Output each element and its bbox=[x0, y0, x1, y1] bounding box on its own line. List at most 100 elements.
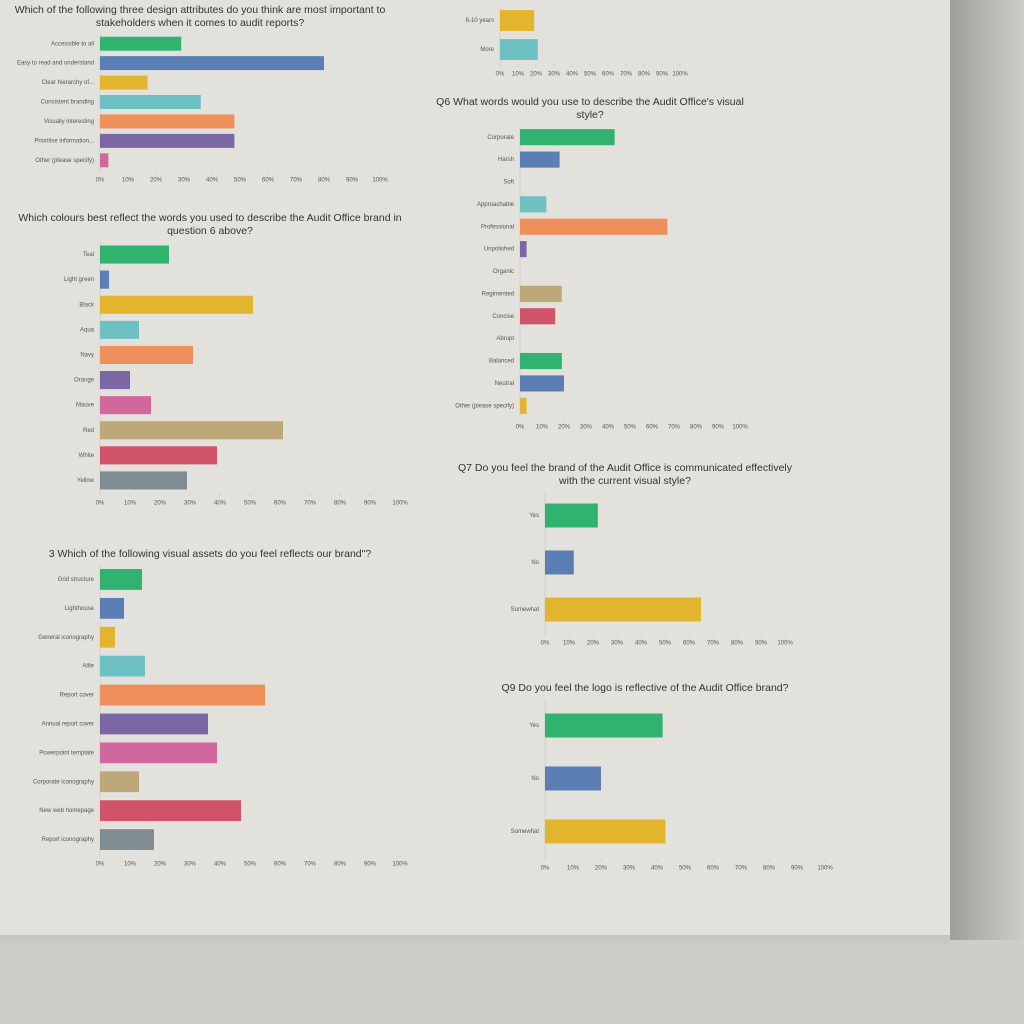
chart-panel: Which colours best reflect the words you… bbox=[0, 212, 420, 511]
bar bbox=[545, 766, 601, 791]
x-tick-label: 30% bbox=[184, 501, 197, 507]
chart-title: 3 Which of the following visual assets d… bbox=[48, 548, 372, 560]
x-tick-label: 80% bbox=[731, 641, 744, 647]
chart-plot: 0% 10% 20% 30% 40% 50% 60% 70% 80% 90% 100% Grid st… bbox=[33, 565, 408, 868]
y-tick-label: Approachable bbox=[477, 202, 515, 208]
x-tick-label: 90% bbox=[364, 862, 377, 868]
x-tick-label: 40% bbox=[635, 641, 648, 647]
x-tick-label: 70% bbox=[620, 72, 633, 78]
x-tick-label: 50% bbox=[659, 641, 672, 647]
y-tick-label: Organic bbox=[493, 269, 514, 275]
y-tick-label: 6-10 years bbox=[466, 18, 494, 24]
chart-panel: 0% 10% 20% 30% 40% 50% 60% 70% 80% 90% 100% 6-10 ye… bbox=[400, 2, 700, 82]
x-tick-label: 0% bbox=[541, 641, 550, 647]
y-tick-label: Light green bbox=[64, 277, 94, 283]
bar bbox=[100, 36, 182, 51]
y-tick-label: No bbox=[531, 560, 539, 566]
bar bbox=[100, 829, 154, 850]
x-tick-label: 50% bbox=[584, 72, 597, 78]
bar bbox=[545, 550, 574, 575]
bar bbox=[100, 396, 151, 415]
bar bbox=[100, 295, 253, 314]
y-tick-label: Powerpoint template bbox=[39, 750, 94, 756]
bar bbox=[545, 713, 663, 738]
bar bbox=[520, 375, 564, 392]
bar bbox=[100, 114, 235, 129]
bar bbox=[520, 285, 562, 302]
x-tick-label: 20% bbox=[587, 641, 600, 647]
x-tick-label: 50% bbox=[234, 178, 247, 184]
x-tick-label: 100% bbox=[372, 178, 388, 184]
chart-title: Which of the following three design attr… bbox=[14, 4, 386, 29]
x-tick-label: 20% bbox=[154, 501, 167, 507]
y-tick-label: Somewhat bbox=[511, 829, 540, 835]
y-tick-label: Accessible to all bbox=[51, 41, 94, 47]
bar bbox=[520, 241, 527, 258]
bar bbox=[100, 655, 145, 677]
y-tick-label: Visually interesting bbox=[44, 119, 94, 125]
x-tick-label: 10% bbox=[122, 178, 135, 184]
x-tick-label: 80% bbox=[763, 866, 776, 872]
chart-plot: 0% 10% 20% 30% 40% 50% 60% 70% 80% 90% 100% Yes No So… bbox=[511, 492, 793, 647]
x-tick-label: 10% bbox=[512, 72, 525, 78]
y-tick-label: Clear hierarchy of... bbox=[42, 80, 95, 86]
chart-panel: Which of the following three design attr… bbox=[0, 4, 400, 188]
x-tick-label: 80% bbox=[334, 862, 347, 868]
bar bbox=[100, 56, 324, 71]
chart-plot: 0% 10% 20% 30% 40% 50% 60% 70% 80% 90% 100% Yes No So… bbox=[511, 699, 833, 872]
bar bbox=[545, 503, 598, 528]
y-tick-label: New web homepage bbox=[39, 808, 94, 814]
x-tick-label: 100% bbox=[672, 72, 688, 78]
y-tick-label: Grid structure bbox=[58, 577, 95, 583]
x-tick-label: 0% bbox=[541, 866, 550, 872]
y-tick-label: Other (please specify) bbox=[455, 403, 514, 409]
bar bbox=[100, 471, 187, 490]
x-tick-label: 40% bbox=[214, 501, 227, 507]
y-tick-label: Professional bbox=[481, 224, 514, 230]
chart-plot: 0% 10% 20% 30% 40% 50% 60% 70% 80% 90% 100% Accessi… bbox=[17, 34, 388, 184]
chart-plot: 0% 10% 20% 30% 40% 50% 60% 70% 80% 90% 100% Teal Lig… bbox=[64, 242, 408, 507]
bar bbox=[100, 421, 283, 440]
x-tick-label: 70% bbox=[304, 501, 317, 507]
y-tick-label: Red bbox=[83, 428, 94, 434]
x-tick-label: 60% bbox=[274, 501, 287, 507]
x-tick-label: 50% bbox=[244, 862, 257, 868]
y-tick-label: Harsh bbox=[498, 157, 514, 163]
y-tick-label: General iconography bbox=[38, 635, 94, 641]
y-tick-label: Neutral bbox=[495, 381, 514, 387]
y-tick-label: Somewhat bbox=[511, 607, 540, 613]
bar bbox=[100, 153, 109, 168]
x-tick-label: 70% bbox=[290, 178, 303, 184]
y-tick-label: Corporate iconography bbox=[33, 779, 94, 785]
bar bbox=[500, 10, 535, 31]
x-tick-label: 100% bbox=[392, 862, 408, 868]
x-tick-label: 30% bbox=[623, 866, 636, 872]
x-tick-label: 40% bbox=[602, 425, 615, 431]
x-tick-label: 100% bbox=[817, 866, 833, 872]
y-tick-label: Mauve bbox=[76, 403, 95, 409]
x-tick-label: 100% bbox=[732, 425, 748, 431]
bar bbox=[100, 371, 130, 390]
x-tick-label: 50% bbox=[244, 501, 257, 507]
chart-title: Q6 What words would you use to describe … bbox=[436, 96, 744, 121]
bar bbox=[100, 75, 148, 90]
x-tick-label: 80% bbox=[334, 501, 347, 507]
bar bbox=[100, 800, 241, 822]
x-tick-label: 100% bbox=[392, 501, 408, 507]
x-tick-label: 90% bbox=[656, 72, 669, 78]
x-tick-label: 10% bbox=[536, 425, 549, 431]
x-tick-label: 20% bbox=[154, 862, 167, 868]
y-tick-label: Yes bbox=[529, 723, 539, 729]
y-tick-label: Yellow bbox=[77, 478, 95, 484]
bar bbox=[100, 713, 208, 735]
y-tick-label: Balanced bbox=[489, 359, 514, 365]
bar bbox=[100, 133, 235, 148]
bar bbox=[545, 819, 666, 844]
x-tick-label: 40% bbox=[651, 866, 664, 872]
x-tick-label: 90% bbox=[755, 641, 768, 647]
x-tick-label: 70% bbox=[735, 866, 748, 872]
x-tick-label: 60% bbox=[683, 641, 696, 647]
y-tick-label: Consistent branding bbox=[41, 100, 94, 106]
x-tick-label: 10% bbox=[124, 501, 137, 507]
x-tick-label: 0% bbox=[516, 425, 525, 431]
